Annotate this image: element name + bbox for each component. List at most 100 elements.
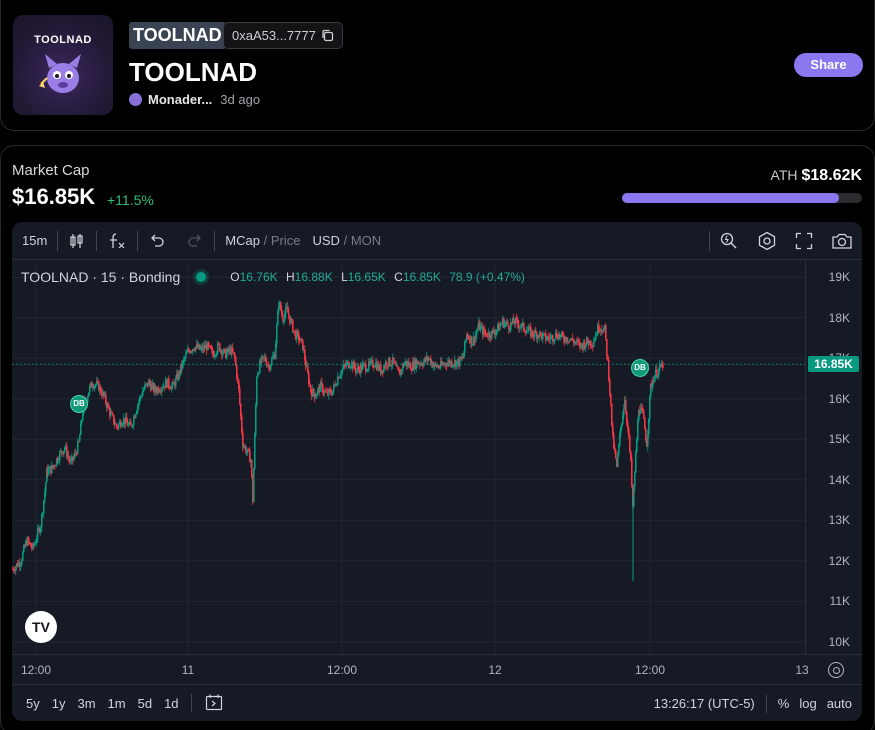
price-tick-label: 10K — [828, 634, 850, 649]
candle-body — [186, 352, 188, 354]
candle-body — [467, 334, 469, 338]
token-ticker-chip[interactable]: TOOLNAD — [129, 22, 226, 49]
chart-settings-button[interactable] — [748, 222, 786, 260]
candle-body — [435, 363, 437, 365]
candle-body — [520, 327, 522, 329]
candle-body — [595, 334, 597, 339]
candle-body — [276, 325, 278, 344]
usd-option[interactable]: USD — [312, 233, 340, 248]
range-1y[interactable]: 1y — [51, 695, 66, 711]
db-marker-badge[interactable]: DB — [631, 359, 649, 378]
candle-body — [174, 382, 176, 387]
mcap-option[interactable]: MCap — [225, 233, 260, 248]
bottom-bar-right: 13:26:17 (UTC-5) % log auto — [649, 685, 862, 721]
candle-body — [298, 332, 300, 341]
candle-body — [635, 452, 637, 473]
creator-avatar[interactable] — [129, 93, 142, 106]
copy-icon[interactable] — [321, 29, 334, 42]
candle-body — [473, 336, 475, 345]
candle-body — [358, 366, 360, 370]
price-axis[interactable]: 19K18K17K16K15K14K13K12K11K10K16.85K — [805, 261, 862, 654]
candle-body — [251, 459, 253, 478]
range-5y[interactable]: 5y — [26, 695, 40, 711]
percent-scale-toggle[interactable]: % — [777, 696, 790, 711]
chart-bottom-bar: 5y 1y 3m 1m 5d 1d 13:26:17 (UTC-5) % log… — [12, 684, 862, 721]
range-1m[interactable]: 1m — [107, 695, 126, 711]
range-1d[interactable]: 1d — [164, 695, 179, 711]
share-button[interactable]: Share — [794, 53, 863, 77]
contract-address-chip[interactable]: 0xaA53...7777 — [223, 22, 343, 49]
ohlc-high-label: H — [286, 270, 295, 284]
candle-style-button[interactable] — [58, 222, 96, 260]
candle-body — [314, 394, 316, 399]
candle-body — [143, 389, 145, 392]
candle-body — [427, 356, 429, 361]
candle-body — [608, 360, 610, 380]
ath-label: ATH — [770, 167, 798, 183]
candle-body — [362, 363, 364, 370]
token-logo-text: TOOLNAD — [34, 34, 92, 46]
timezone-clock[interactable]: 13:26:17 (UTC-5) — [653, 696, 755, 711]
candle-body — [545, 333, 547, 341]
goto-date-button[interactable] — [198, 693, 230, 714]
time-axis[interactable]: 12:00 11 12:00 12 12:00 13 — [12, 654, 862, 684]
tradingview-logo[interactable]: TV — [25, 611, 57, 643]
candle-body — [512, 318, 514, 324]
undo-button[interactable] — [138, 222, 176, 260]
log-scale-toggle[interactable]: log — [799, 696, 817, 711]
candle-body — [318, 386, 320, 389]
currency-toggle[interactable]: USD / MON — [310, 222, 391, 260]
fullscreen-button[interactable] — [786, 222, 822, 260]
candle-body — [410, 363, 412, 371]
candle-body — [345, 364, 347, 366]
candle-body — [466, 334, 468, 340]
candle-body — [453, 365, 455, 367]
candle-body — [328, 389, 330, 396]
candle-body — [341, 370, 343, 375]
candle-body — [150, 383, 152, 391]
mcap-price-toggle[interactable]: MCap / Price — [215, 222, 310, 260]
candle-body — [556, 332, 558, 337]
candle-body — [518, 324, 520, 329]
legend-symbol-title[interactable]: TOOLNAD · 15 · Bonding — [21, 269, 181, 285]
range-3m[interactable]: 3m — [77, 695, 96, 711]
candle-body — [622, 415, 624, 424]
candle-body — [500, 324, 502, 326]
indicators-button[interactable] — [97, 222, 137, 260]
candle-body — [263, 356, 265, 358]
screenshot-button[interactable] — [822, 222, 862, 260]
creator-name[interactable]: Monader... — [148, 92, 213, 107]
candle-body — [657, 375, 659, 378]
candle-body — [219, 343, 221, 352]
candlestick-plot-area[interactable] — [12, 261, 805, 654]
candle-body — [585, 345, 587, 349]
candle-body — [411, 370, 413, 372]
mon-option[interactable]: MON — [350, 233, 382, 248]
redo-button[interactable] — [176, 222, 214, 260]
candle-body — [139, 397, 141, 402]
candle-body — [618, 445, 620, 455]
candle-body — [379, 364, 381, 371]
auto-scale-toggle[interactable]: auto — [826, 696, 852, 711]
candle-body — [470, 336, 472, 343]
db-marker-badge[interactable]: DB — [70, 395, 88, 414]
candle-body — [436, 364, 438, 368]
candle-body — [478, 321, 480, 329]
quick-search-button[interactable] — [710, 222, 748, 260]
axis-settings-icon[interactable] — [828, 662, 844, 678]
candle-body — [503, 318, 505, 328]
candle-body — [108, 404, 110, 409]
candle-body — [121, 425, 123, 427]
candle-body — [590, 340, 592, 346]
price-option[interactable]: Price — [270, 233, 301, 248]
range-5d[interactable]: 5d — [137, 695, 153, 711]
candle-body — [113, 415, 115, 424]
candle-body — [62, 452, 64, 455]
candle-body — [553, 340, 555, 342]
candle-body — [482, 326, 484, 336]
candle-body — [458, 359, 460, 367]
candle-body — [240, 403, 242, 417]
interval-selector[interactable]: 15m — [22, 233, 48, 248]
candle-body — [34, 543, 36, 546]
candle-body — [433, 365, 435, 368]
